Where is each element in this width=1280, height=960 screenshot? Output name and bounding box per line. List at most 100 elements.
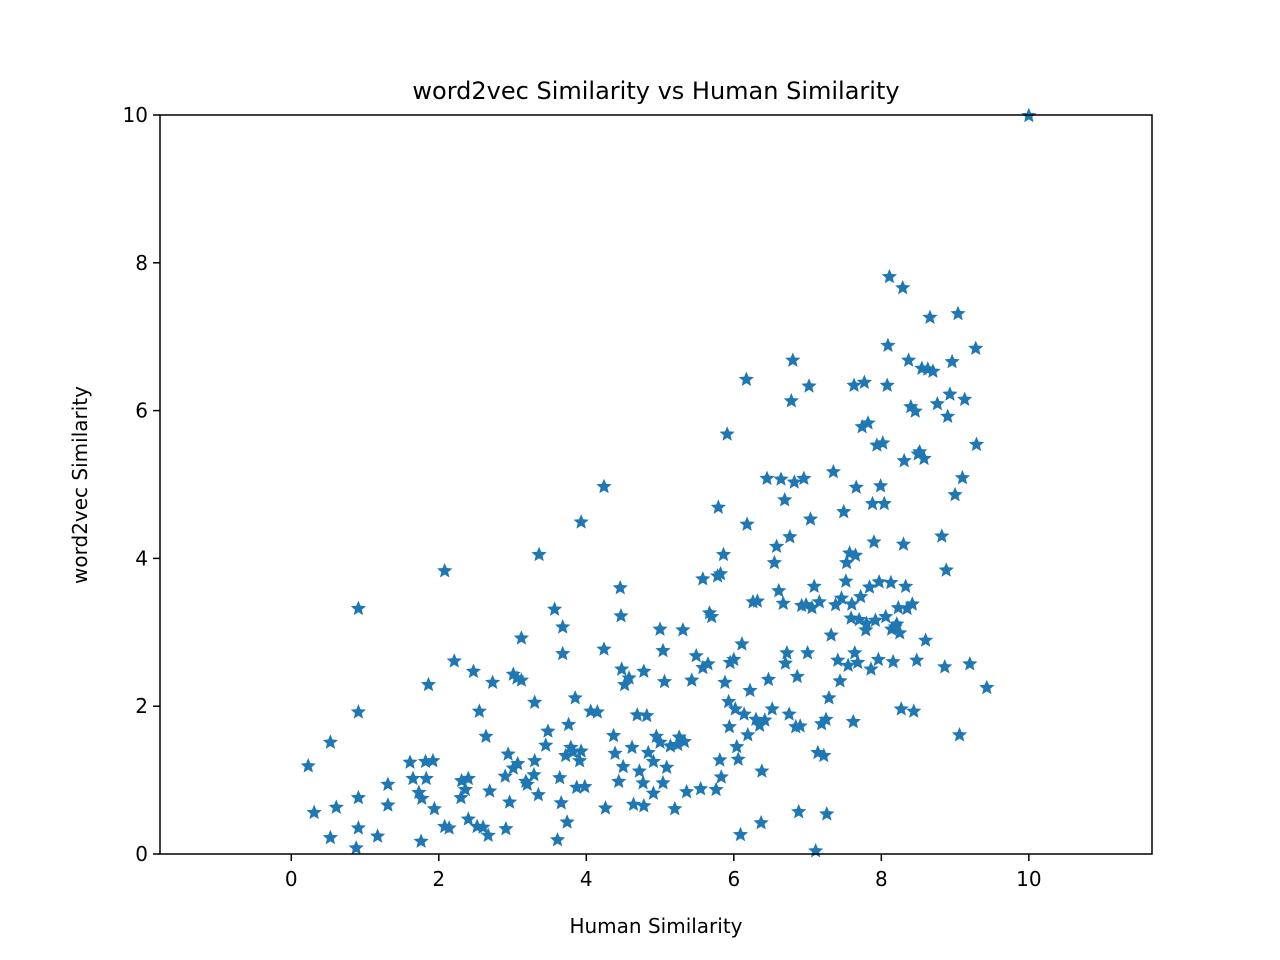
data-point xyxy=(513,630,530,645)
data-point xyxy=(791,803,807,819)
data-point xyxy=(907,403,923,418)
data-point xyxy=(836,503,852,519)
data-point xyxy=(825,463,841,479)
data-point xyxy=(670,736,686,752)
data-point xyxy=(348,840,364,855)
data-point xyxy=(909,652,925,667)
data-point xyxy=(895,536,912,551)
data-point xyxy=(721,693,737,709)
data-point xyxy=(781,706,797,721)
data-point xyxy=(420,676,437,692)
data-point xyxy=(890,599,906,615)
data-point xyxy=(754,763,770,778)
data-point xyxy=(652,734,668,749)
data-point xyxy=(925,363,941,378)
data-point xyxy=(850,654,866,670)
data-point xyxy=(730,751,746,766)
data-point xyxy=(693,780,709,796)
data-point xyxy=(695,571,711,586)
data-point xyxy=(947,486,963,502)
data-point xyxy=(738,371,754,387)
data-point xyxy=(726,651,742,667)
data-point xyxy=(656,673,673,689)
data-point xyxy=(786,474,802,489)
data-point xyxy=(565,744,581,759)
data-point xyxy=(848,479,864,494)
data-point xyxy=(749,593,766,608)
data-point xyxy=(768,538,785,554)
data-point xyxy=(559,814,575,829)
data-point xyxy=(904,596,920,611)
data-point xyxy=(892,625,908,640)
data-point xyxy=(614,661,630,676)
data-point xyxy=(979,679,995,695)
data-point xyxy=(885,653,901,669)
data-point xyxy=(572,752,588,768)
data-point xyxy=(968,436,985,452)
data-point xyxy=(856,374,872,389)
data-point xyxy=(938,562,954,577)
data-point xyxy=(597,800,614,815)
data-point xyxy=(629,707,645,722)
data-point xyxy=(901,352,917,367)
data-point xyxy=(940,408,956,423)
data-point xyxy=(446,653,462,668)
data-point xyxy=(789,668,805,684)
data-point xyxy=(760,671,777,687)
data-point xyxy=(460,770,476,786)
data-point xyxy=(853,588,869,604)
data-point xyxy=(823,627,839,642)
data-point xyxy=(369,828,386,843)
data-point xyxy=(771,582,787,598)
data-point xyxy=(858,615,875,630)
data-point xyxy=(782,528,798,544)
data-point xyxy=(736,706,752,721)
data-point xyxy=(655,642,671,658)
data-point xyxy=(951,727,968,742)
data-point xyxy=(612,579,628,595)
data-point xyxy=(818,711,834,726)
data-point xyxy=(802,511,819,526)
data-point xyxy=(613,608,629,623)
data-point xyxy=(555,645,571,661)
data-point xyxy=(792,718,808,733)
data-point xyxy=(863,661,879,676)
data-point xyxy=(804,599,820,615)
data-point xyxy=(636,797,652,813)
data-point xyxy=(684,672,700,687)
data-point xyxy=(854,418,870,434)
data-point xyxy=(867,612,884,627)
data-point xyxy=(759,470,775,486)
data-point xyxy=(729,738,745,754)
data-point xyxy=(526,766,542,782)
data-point xyxy=(898,578,914,593)
data-point xyxy=(652,621,668,636)
data-point xyxy=(480,827,496,842)
x-axis-label: Human Similarity xyxy=(569,914,742,938)
data-point xyxy=(538,737,554,752)
data-point xyxy=(875,435,891,450)
y-tick-label: 6 xyxy=(135,399,148,423)
data-point xyxy=(827,596,844,612)
data-point xyxy=(860,415,876,430)
data-point xyxy=(934,528,950,543)
data-point xyxy=(838,573,854,588)
data-point xyxy=(505,760,521,775)
data-point xyxy=(871,574,887,589)
data-point xyxy=(843,610,859,625)
data-point xyxy=(527,752,543,768)
data-point xyxy=(605,727,622,743)
data-point xyxy=(631,763,648,778)
data-point xyxy=(840,657,856,673)
data-point xyxy=(500,746,516,761)
data-point xyxy=(645,785,662,800)
y-tick-label: 2 xyxy=(135,694,148,718)
data-point xyxy=(922,309,938,324)
data-point xyxy=(418,770,434,786)
x-tick-label: 10 xyxy=(1016,867,1041,891)
data-point xyxy=(471,703,487,718)
x-tick-label: 6 xyxy=(727,867,740,891)
data-point xyxy=(937,659,953,674)
data-point xyxy=(546,601,563,616)
data-point xyxy=(832,673,848,688)
